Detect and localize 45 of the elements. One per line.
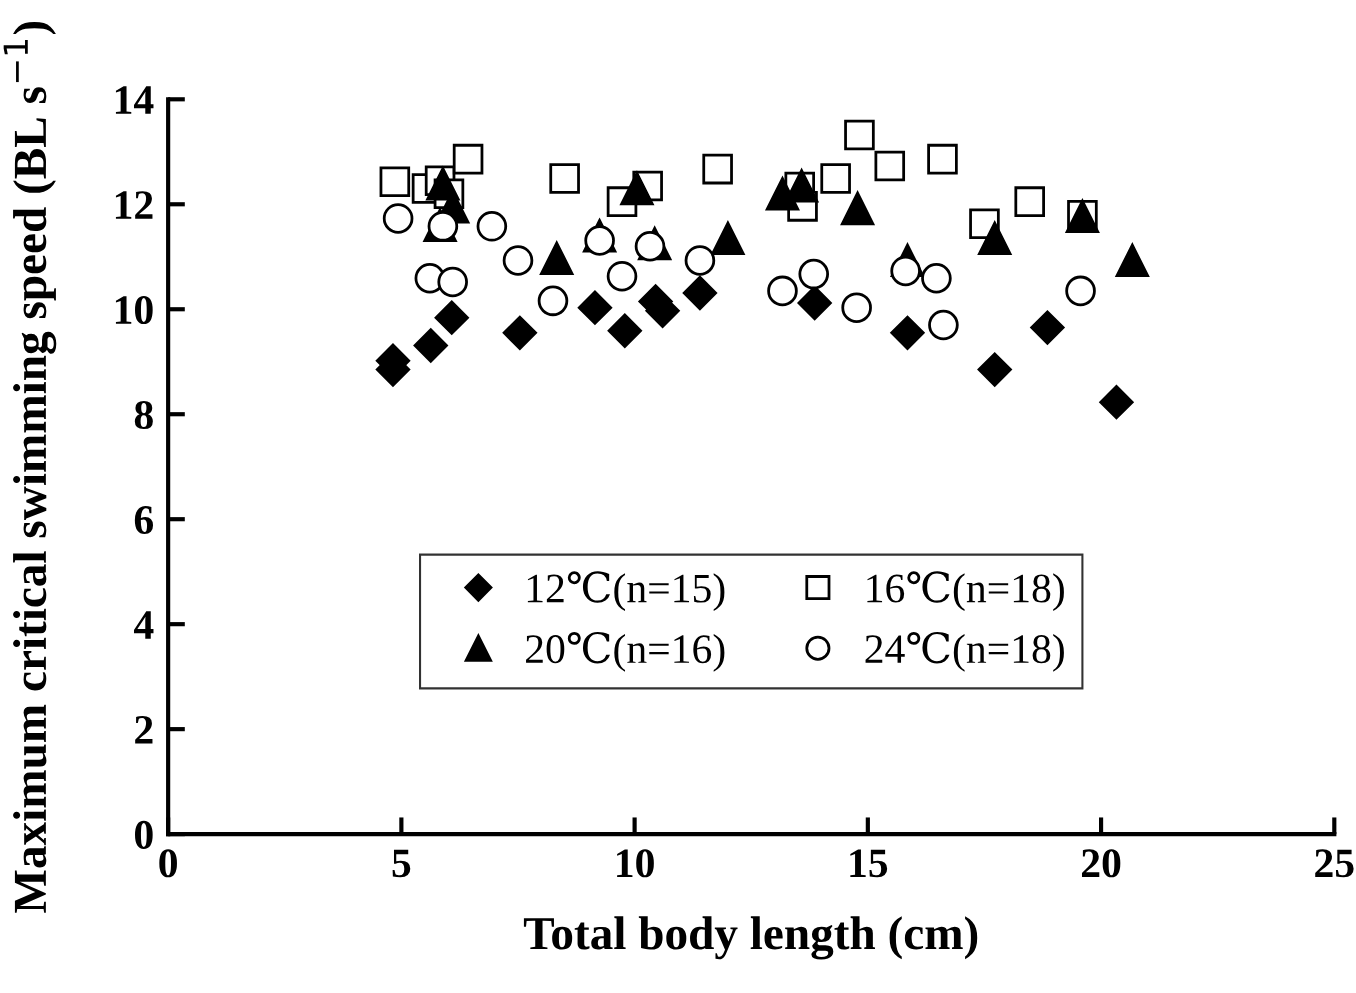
point bbox=[1030, 310, 1065, 345]
y-tick-label: 2 bbox=[135, 716, 153, 744]
point bbox=[1099, 385, 1134, 420]
point bbox=[682, 275, 718, 311]
point bbox=[844, 119, 875, 151]
point bbox=[978, 221, 1012, 256]
y-tick-label: 8 bbox=[134, 400, 153, 430]
point bbox=[607, 313, 642, 348]
point bbox=[874, 150, 906, 182]
point bbox=[927, 143, 958, 175]
y-tick-label: 0 bbox=[135, 820, 153, 849]
point bbox=[452, 143, 484, 175]
point bbox=[890, 255, 921, 287]
point bbox=[1115, 243, 1149, 278]
legend-label: 24℃(n=18) bbox=[865, 631, 1064, 672]
legend-label: 20℃(n=16) bbox=[526, 631, 725, 672]
y-tick-label: 6 bbox=[134, 506, 154, 535]
point bbox=[977, 352, 1012, 387]
y-tick-label: 14 bbox=[115, 86, 154, 114]
point bbox=[577, 290, 613, 325]
point bbox=[890, 315, 925, 350]
point bbox=[413, 328, 448, 363]
x-tick-label: 25 bbox=[1315, 849, 1354, 878]
y-axis-title: Maximum critical swimming speed (BL s$^{−1}$) bbox=[3, 21, 57, 913]
x-tick-label: 5 bbox=[392, 849, 411, 878]
y-tick-label: 12 bbox=[115, 191, 153, 219]
x-tick-label: 10 bbox=[617, 849, 654, 878]
point bbox=[502, 315, 537, 350]
x-axis-title: Total body length (cm) bbox=[523, 916, 978, 960]
point bbox=[634, 230, 666, 262]
y-tick-label: 10 bbox=[115, 296, 153, 325]
legend-label: 12℃(n=15) bbox=[527, 571, 725, 612]
point bbox=[620, 171, 654, 206]
point bbox=[434, 300, 469, 335]
x-tick-label: 15 bbox=[850, 849, 888, 878]
point bbox=[1014, 186, 1045, 217]
point bbox=[711, 221, 745, 256]
point bbox=[840, 191, 875, 226]
legend-label: 16℃(n=18) bbox=[867, 571, 1064, 612]
x-tick-label: 0 bbox=[159, 849, 177, 878]
x-tick-label: 20 bbox=[1081, 849, 1121, 878]
point bbox=[540, 241, 574, 275]
point bbox=[379, 166, 411, 197]
point bbox=[702, 153, 733, 185]
y-tick-label: 4 bbox=[133, 611, 154, 639]
